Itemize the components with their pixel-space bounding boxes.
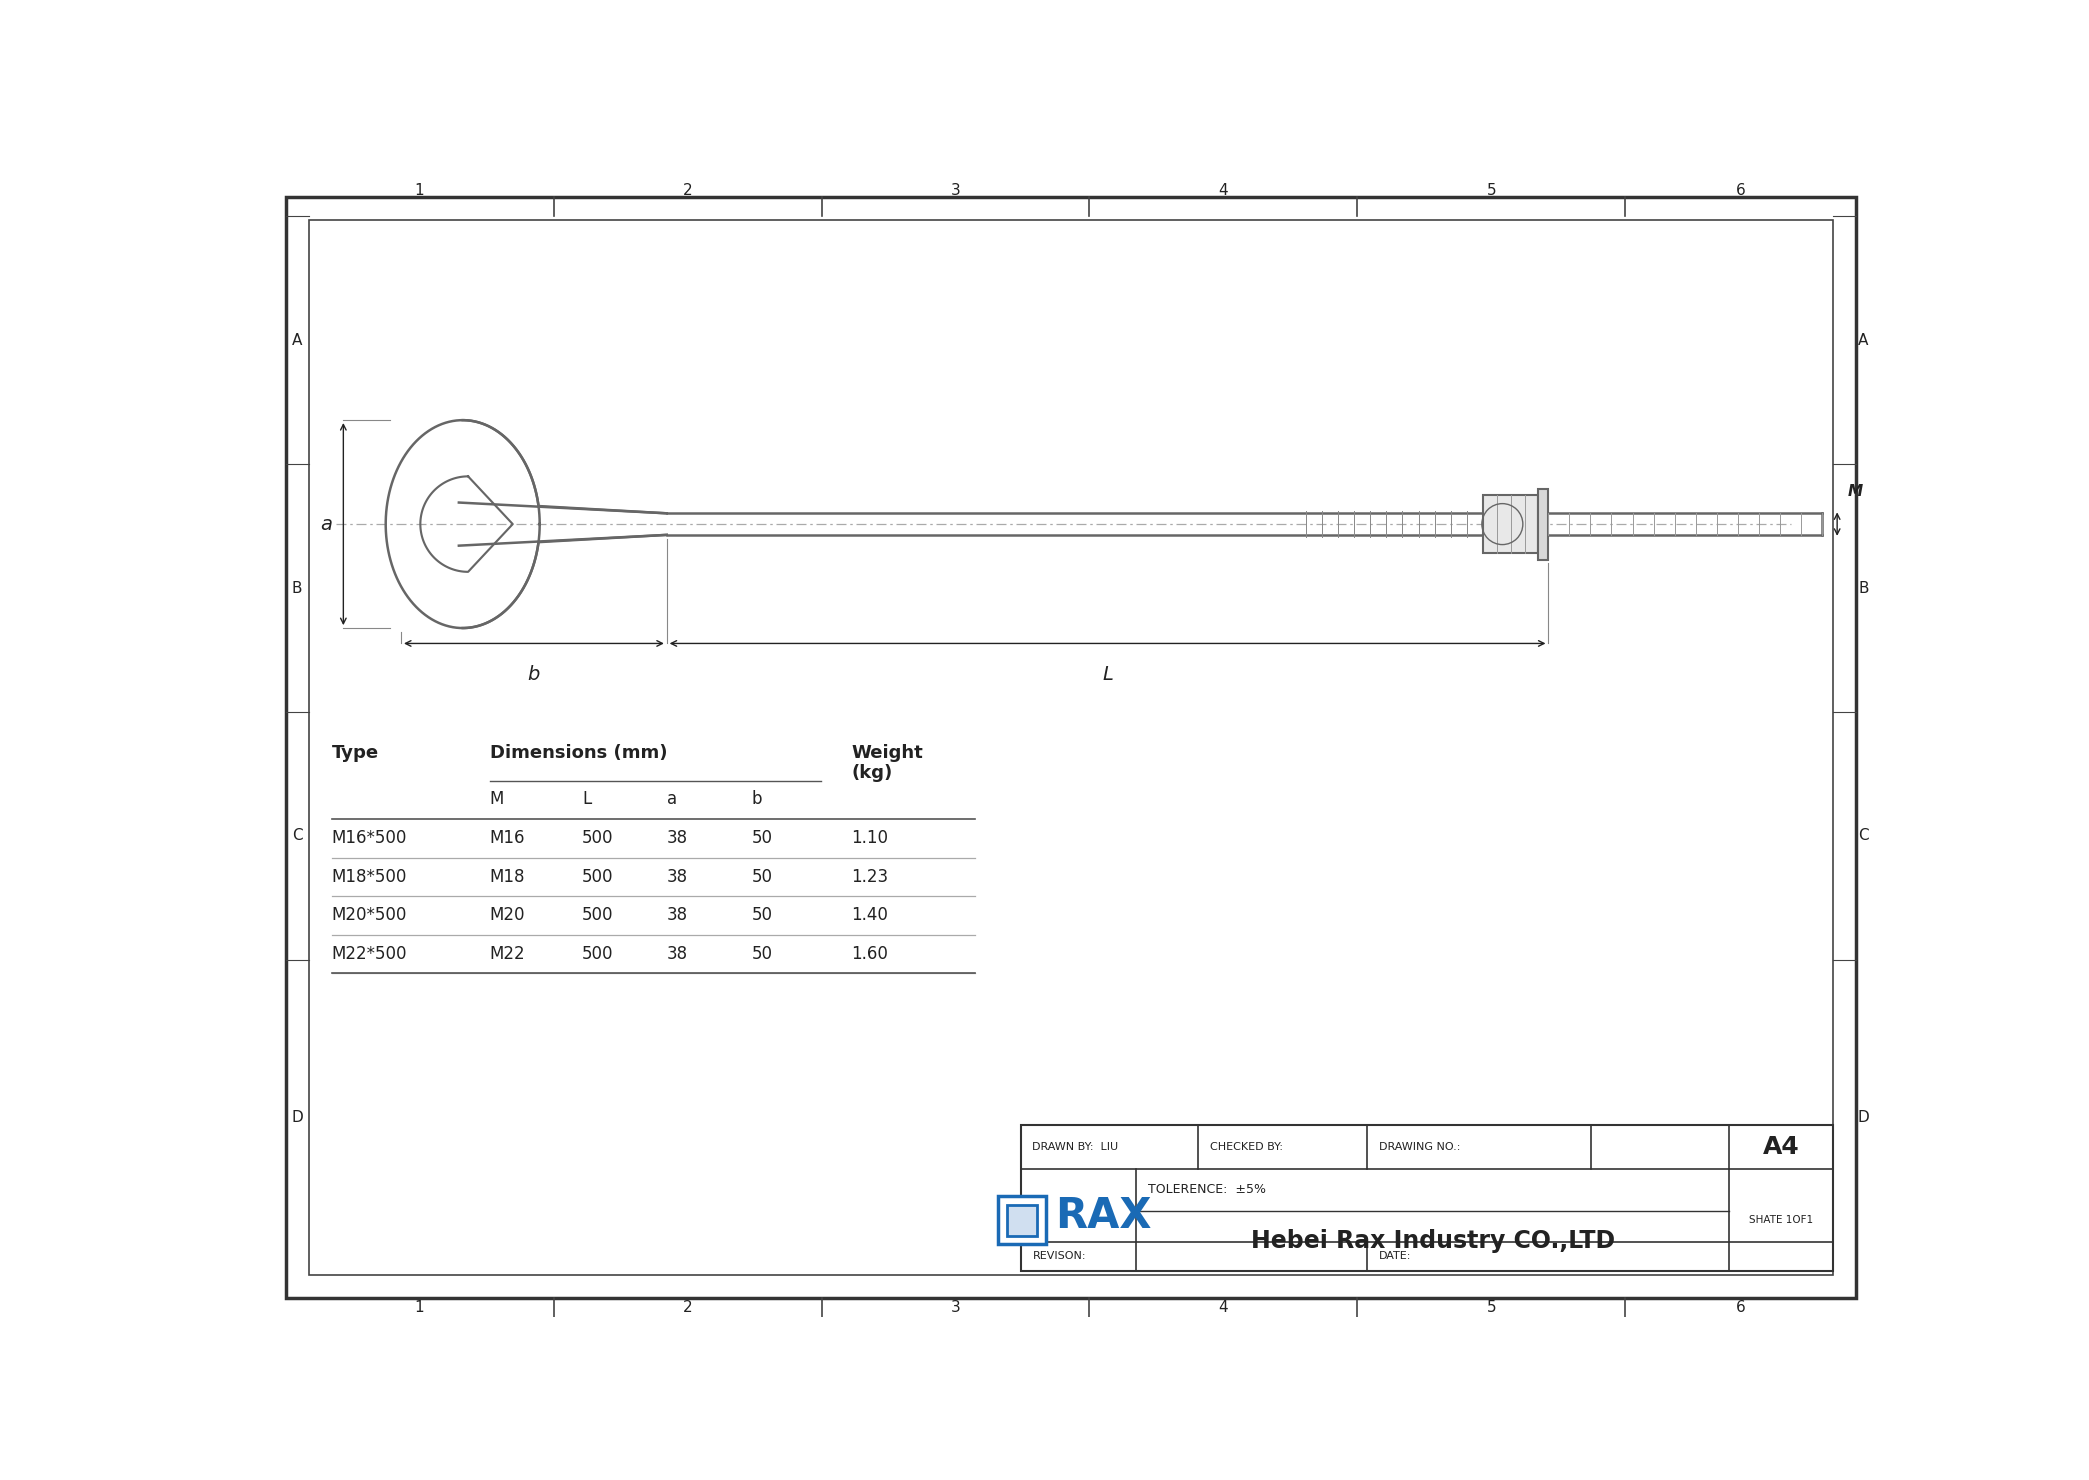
Text: L: L	[583, 790, 591, 808]
Text: 4: 4	[1218, 1301, 1228, 1316]
Text: 38: 38	[666, 906, 687, 924]
Text: 4: 4	[1218, 184, 1228, 198]
Text: DRAWING NO.:: DRAWING NO.:	[1379, 1141, 1460, 1151]
Text: D: D	[1857, 1110, 1870, 1125]
Text: 1: 1	[416, 184, 424, 198]
Text: 5: 5	[1487, 184, 1496, 198]
Text: Hebei Rax Industry CO.,LTD: Hebei Rax Industry CO.,LTD	[1251, 1228, 1615, 1252]
Text: 2: 2	[683, 184, 691, 198]
Text: 5: 5	[1487, 1301, 1496, 1316]
Text: M22: M22	[489, 944, 524, 963]
Text: 2: 2	[683, 1301, 691, 1316]
Bar	[1022, 1125, 1832, 1271]
Text: 500: 500	[583, 944, 614, 963]
Text: 1.40: 1.40	[852, 906, 888, 924]
Text: 3: 3	[950, 1301, 961, 1316]
Text: B: B	[1857, 580, 1868, 595]
Text: RAX: RAX	[1055, 1194, 1151, 1237]
Text: TOLERENCE:  ±5%: TOLERENCE: ±5%	[1149, 1183, 1266, 1196]
Text: b: b	[529, 665, 541, 684]
Text: 500: 500	[583, 829, 614, 847]
Text: A: A	[292, 333, 303, 348]
Text: Dimensions (mm): Dimensions (mm)	[489, 743, 666, 762]
Text: 6: 6	[1736, 184, 1746, 198]
Text: a: a	[320, 515, 332, 534]
Text: 38: 38	[666, 944, 687, 963]
Text: 38: 38	[666, 829, 687, 847]
Text: a: a	[666, 790, 677, 808]
Text: M20*500: M20*500	[332, 906, 407, 924]
Text: 50: 50	[752, 867, 773, 885]
Bar	[1007, 1205, 1036, 1236]
Bar	[1538, 488, 1548, 559]
Text: M18*500: M18*500	[332, 867, 407, 885]
Text: DRAWN BY:  LIU: DRAWN BY: LIU	[1032, 1141, 1118, 1151]
Text: L: L	[1103, 665, 1113, 684]
Text: 1.10: 1.10	[852, 829, 888, 847]
Bar	[1483, 494, 1538, 554]
Text: M16*500: M16*500	[332, 829, 407, 847]
Text: 500: 500	[583, 906, 614, 924]
Text: Type: Type	[332, 743, 378, 762]
Text: CHECKED BY:: CHECKED BY:	[1210, 1141, 1283, 1151]
Text: 50: 50	[752, 829, 773, 847]
Text: SHATE 1OF1: SHATE 1OF1	[1748, 1215, 1813, 1225]
Text: M16: M16	[489, 829, 524, 847]
Text: C: C	[292, 829, 303, 844]
Text: 500: 500	[583, 867, 614, 885]
Text: REVISON:: REVISON:	[1032, 1252, 1086, 1261]
Text: M22*500: M22*500	[332, 944, 407, 963]
Bar	[999, 1196, 1047, 1243]
Text: 38: 38	[666, 867, 687, 885]
Text: M: M	[489, 790, 503, 808]
Text: 50: 50	[752, 906, 773, 924]
Text: B: B	[292, 580, 303, 595]
Text: M: M	[1849, 484, 1863, 499]
Text: M18: M18	[489, 867, 524, 885]
Text: 1.60: 1.60	[852, 944, 888, 963]
Text: C: C	[1857, 829, 1870, 844]
Text: 1: 1	[416, 1301, 424, 1316]
Text: 6: 6	[1736, 1301, 1746, 1316]
Text: A: A	[1857, 333, 1868, 348]
Text: 3: 3	[950, 184, 961, 198]
Text: M20: M20	[489, 906, 524, 924]
Text: D: D	[290, 1110, 303, 1125]
Text: b: b	[752, 790, 762, 808]
Text: 50: 50	[752, 944, 773, 963]
Text: Weight
(kg): Weight (kg)	[852, 743, 923, 783]
Text: A4: A4	[1763, 1135, 1799, 1159]
Text: 1.23: 1.23	[852, 867, 888, 885]
Text: DATE:: DATE:	[1379, 1252, 1412, 1261]
